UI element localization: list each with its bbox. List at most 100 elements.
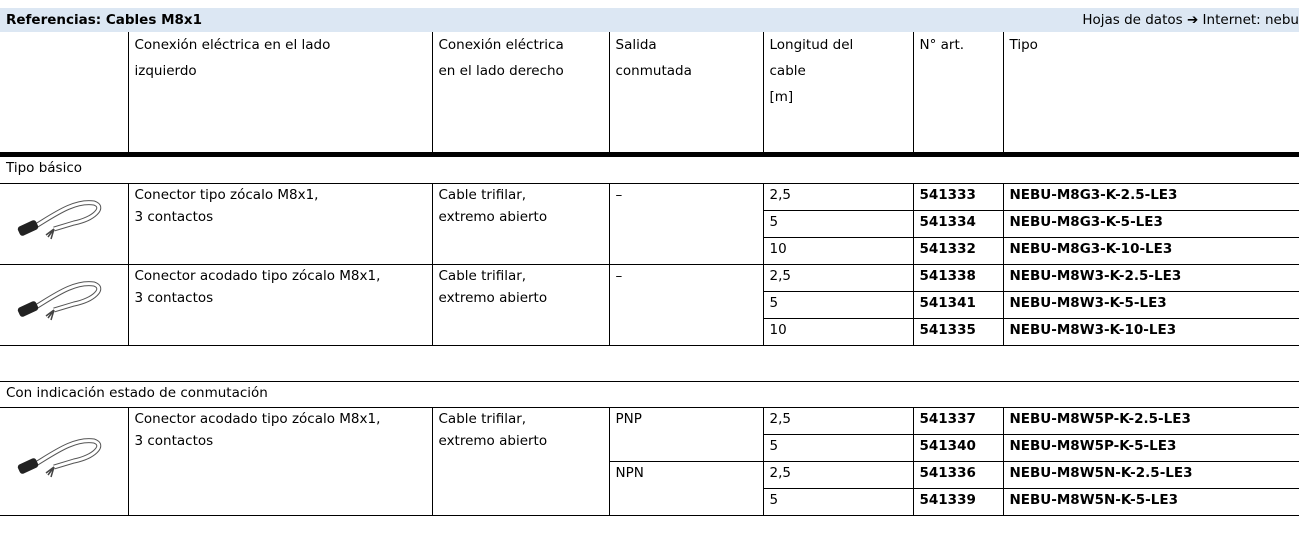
data-row: Conector acodado tipo zócalo M8x1, 3 cont…: [0, 407, 1299, 516]
line: Cable trifilar,: [438, 186, 527, 203]
data-row: 5 541340 NEBU-M8W5P-K-5-LE3: [0, 434, 1299, 462]
line: extremo abierto: [438, 289, 548, 306]
type: NEBU-M8G3-K-10-LE3: [1002, 237, 1299, 265]
part-number: 541341: [912, 291, 1003, 319]
cable-icon: [17, 437, 102, 477]
length: 2,5: [762, 264, 913, 292]
length: 5: [762, 291, 913, 319]
line: N° art.: [919, 37, 965, 53]
length: 5: [762, 434, 913, 462]
header-cell: [0, 32, 128, 152]
part-number: 541339: [912, 488, 1003, 516]
output: PNP: [608, 407, 763, 462]
cable-icon: [17, 200, 102, 240]
header-cell: N° art.: [912, 32, 1003, 152]
image-cell: [0, 183, 128, 265]
data-row: 10 541335 NEBU-M8W3-K-10-LE3: [0, 318, 1299, 346]
header-row: Conexión eléctrica en el lado izquierdo Co…: [0, 32, 1299, 152]
cable-icon: [17, 281, 102, 321]
image-cell: [0, 407, 128, 516]
line: Conector tipo zócalo M8x1,: [134, 186, 319, 203]
line: cable: [769, 63, 806, 79]
connector: Conector acodado tipo zócalo M8x1, 3 cont…: [127, 407, 432, 516]
data-row: NPN 2,5 541336 NEBU-M8W5N-K-2.5-LE3: [0, 461, 1299, 516]
data-row: 5 541339 NEBU-M8W5N-K-5-LE3: [0, 488, 1299, 516]
length: 5: [762, 488, 913, 516]
spacer-cell: [0, 345, 1299, 382]
type: NEBU-M8W5P-K-2.5-LE3: [1002, 407, 1299, 435]
line: Tipo: [1009, 37, 1038, 53]
line: Conexión eléctrica en el lado: [134, 37, 331, 53]
link: Hojas de datos ➔ Internet: nebu: [1082, 12, 1299, 28]
data-row: Conector acodado tipo zócalo M8x1, 3 cont…: [0, 264, 1299, 346]
section-title: Con indicación estado de conmutación: [0, 381, 1299, 408]
part-number: 541334: [912, 210, 1003, 238]
title-bar: Referencias: Cables M8x1 Hojas de datos ➔…: [0, 8, 1299, 32]
line: Conexión eléctrica: [438, 37, 564, 53]
header-cell: Tipo: [1002, 32, 1299, 152]
type: NEBU-M8G3-K-5-LE3: [1002, 210, 1299, 238]
length: 2,5: [762, 407, 913, 435]
type: NEBU-M8W5N-K-2.5-LE3: [1002, 461, 1299, 489]
table: Conexión eléctrica en el lado izquierdo Co…: [0, 32, 1299, 516]
type: NEBU-M8W5P-K-5-LE3: [1002, 434, 1299, 462]
data-row: 5 541341 NEBU-M8W3-K-5-LE3: [0, 291, 1299, 319]
rule: [0, 152, 1299, 157]
header-cell: Conexión eléctrica en el lado izquierdo: [127, 32, 432, 152]
type: NEBU-M8W3-K-5-LE3: [1002, 291, 1299, 319]
type: NEBU-M8W5N-K-5-LE3: [1002, 488, 1299, 516]
connector: Conector acodado tipo zócalo M8x1, 3 cont…: [127, 264, 432, 346]
data-row: Conector tipo zócalo M8x1, 3 contactos Cab…: [0, 183, 1299, 265]
datasheet: Referencias: Cables M8x1 Hojas de datos ➔…: [0, 8, 1299, 516]
connector: Conector tipo zócalo M8x1, 3 contactos: [127, 183, 432, 265]
line: Salida: [615, 37, 657, 53]
length: 10: [762, 318, 913, 346]
data-row: 10 541332 NEBU-M8G3-K-10-LE3: [0, 237, 1299, 265]
line: Cable trifilar,: [438, 267, 527, 284]
cable: Cable trifilar, extremo abierto: [431, 183, 609, 265]
header-cell: Conexión eléctrica en el lado derecho: [431, 32, 609, 152]
part-number: 541337: [912, 407, 1003, 435]
output: –: [608, 183, 763, 265]
line: extremo abierto: [438, 208, 548, 225]
line: en el lado derecho: [438, 63, 564, 79]
length: 10: [762, 237, 913, 265]
line: conmutada: [615, 63, 692, 79]
line: Conector acodado tipo zócalo M8x1,: [134, 410, 381, 427]
length: 2,5: [762, 461, 913, 489]
part-number: 541336: [912, 461, 1003, 489]
data-row: 5 541334 NEBU-M8G3-K-5-LE3: [0, 210, 1299, 238]
section-title: Tipo básico: [0, 157, 1299, 184]
line: Longitud del: [769, 37, 854, 53]
line: 3 contactos: [134, 289, 214, 306]
image-cell: [0, 264, 128, 346]
line: 3 contactos: [134, 208, 214, 225]
part-number: 541335: [912, 318, 1003, 346]
spacer: [0, 345, 1299, 382]
line: izquierdo: [134, 63, 197, 79]
type: NEBU-M8W3-K-10-LE3: [1002, 318, 1299, 346]
cable: Cable trifilar, extremo abierto: [431, 407, 609, 516]
rule-cell: [0, 152, 1299, 157]
line: extremo abierto: [438, 432, 548, 449]
line: Conector acodado tipo zócalo M8x1,: [134, 267, 381, 284]
line: [m]: [769, 89, 794, 105]
cable: Cable trifilar, extremo abierto: [431, 264, 609, 346]
output: –: [608, 264, 763, 346]
header-cell: Salida conmutada: [608, 32, 763, 152]
type: NEBU-M8G3-K-2.5-LE3: [1002, 183, 1299, 211]
line: Cable trifilar,: [438, 410, 527, 427]
header-cell: Longitud del cable [m]: [762, 32, 913, 152]
length: 2,5: [762, 183, 913, 211]
type: NEBU-M8W3-K-2.5-LE3: [1002, 264, 1299, 292]
length: 5: [762, 210, 913, 238]
part-number: 541340: [912, 434, 1003, 462]
line: 3 contactos: [134, 432, 214, 449]
section-row: Con indicación estado de conmutación: [0, 381, 1299, 408]
part-number: 541338: [912, 264, 1003, 292]
part-number: 541333: [912, 183, 1003, 211]
section-row: Tipo básico: [0, 157, 1299, 184]
part-number: 541332: [912, 237, 1003, 265]
output: NPN: [608, 461, 763, 516]
